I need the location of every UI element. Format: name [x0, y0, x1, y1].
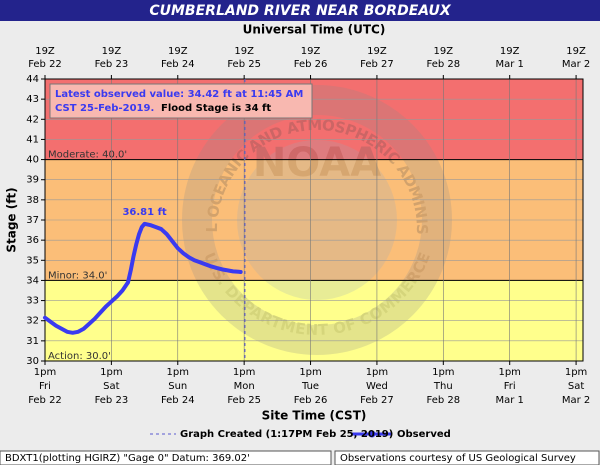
x-tick-label: Wed	[366, 381, 388, 392]
y-tick-label: 36	[26, 235, 39, 246]
threshold-label: Action: 30.0'	[48, 351, 111, 362]
x-tick-label: Feb 25	[227, 395, 261, 406]
watermark-logo: NOAA	[253, 140, 381, 186]
x2-tick-label: 19Z	[234, 46, 254, 57]
x-tick-label: 1pm	[498, 367, 520, 378]
x-tick-label: Feb 28	[427, 395, 461, 406]
x2-tick-label: Feb 24	[161, 59, 195, 70]
value-label: 36.81 ft	[122, 207, 166, 218]
footer-right: Observations courtesy of US Geological S…	[340, 453, 576, 464]
plot-frame	[44, 78, 584, 362]
x-tick-label: 1pm	[233, 367, 255, 378]
x2-tick-label: Feb 25	[227, 59, 261, 70]
x2-tick-label: 19Z	[301, 46, 321, 57]
x-tick-label: Feb 24	[161, 395, 195, 406]
series-line	[43, 221, 243, 335]
legend-label: Graph Created (1:17PM Feb 25, 2019)	[180, 429, 393, 440]
x-tick-label: Mar 1	[495, 395, 523, 406]
x2-tick-label: 19Z	[102, 46, 122, 57]
x-tick-label: 1pm	[167, 367, 189, 378]
title-bar	[0, 0, 600, 21]
x2-tick-label: Mar 2	[562, 59, 590, 70]
x-tick-label: Feb 26	[294, 395, 328, 406]
threshold-label: Moderate: 40.0'	[48, 150, 127, 161]
x-tick-label: 1pm	[299, 367, 321, 378]
x-tick-label: Thu	[433, 381, 453, 392]
x-tick-label: Feb 23	[95, 395, 129, 406]
x2-tick-label: 19Z	[35, 46, 55, 57]
x-tick-label: Mon	[234, 381, 255, 392]
x2-tick-label: 19Z	[367, 46, 387, 57]
y-tick-label: 34	[26, 275, 39, 286]
footer-right-box	[334, 450, 600, 465]
x-tick-label: Sat	[103, 381, 119, 392]
y-tick-label: 30	[26, 356, 39, 367]
x2-tick-label: Feb 26	[294, 59, 328, 70]
footer-left-box	[0, 450, 332, 465]
x-tick-label: 1pm	[34, 367, 56, 378]
x-tick-label: Feb 27	[360, 395, 394, 406]
legend-marker	[368, 430, 376, 438]
annotation-line: CST 25-Feb-2019.	[55, 103, 154, 114]
x2-tick-label: Feb 22	[28, 59, 62, 70]
annotation-line: Flood Stage is 34 ft	[161, 103, 271, 114]
x-tick-label: Feb 22	[28, 395, 62, 406]
x2-tick-label: Feb 28	[427, 59, 461, 70]
x-tick-label: Mar 2	[562, 395, 590, 406]
y-tick-label: 35	[26, 255, 39, 266]
y-tick-label: 33	[26, 296, 39, 307]
y-tick-label: 39	[26, 175, 39, 186]
annotation-box	[49, 83, 313, 119]
x2-tick-label: 19Z	[168, 46, 188, 57]
y-tick-label: 40	[26, 155, 39, 166]
y-tick-label: 38	[26, 195, 39, 206]
y-tick-label: 41	[26, 134, 39, 145]
x-tick-label: 1pm	[100, 367, 122, 378]
threshold-label: Minor: 34.0'	[48, 270, 107, 281]
y-tick-label: 31	[26, 336, 39, 347]
x-axis-title: Site Time (CST)	[262, 409, 367, 423]
x2-tick-label: 19Z	[566, 46, 586, 57]
y-tick-label: 44	[26, 74, 39, 85]
annotation-line: Latest observed value: 34.42 ft at 11:45…	[55, 89, 303, 100]
x-tick-label: Tue	[301, 381, 319, 392]
y-tick-label: 42	[26, 114, 39, 125]
x-tick-label: Fri	[504, 381, 516, 392]
x-tick-label: 1pm	[565, 367, 587, 378]
x2-tick-label: Feb 27	[360, 59, 394, 70]
x-tick-label: 1pm	[366, 367, 388, 378]
y-tick-label: 43	[26, 94, 39, 105]
chart-title: CUMBERLAND RIVER NEAR BORDEAUX	[149, 3, 451, 19]
y-tick-label: 32	[26, 316, 39, 327]
x2-axis-title: Universal Time (UTC)	[243, 23, 386, 37]
y-axis-title: Stage (ft)	[5, 187, 19, 252]
y-tick-label: 37	[26, 215, 39, 226]
x2-tick-label: 19Z	[500, 46, 520, 57]
x2-tick-label: 19Z	[434, 46, 454, 57]
x-tick-label: Sun	[168, 381, 187, 392]
legend-label: Observed	[397, 429, 451, 440]
x-tick-label: Fri	[39, 381, 51, 392]
x-tick-label: Sat	[568, 381, 584, 392]
x2-tick-label: Mar 1	[495, 59, 523, 70]
x2-tick-label: Feb 23	[95, 59, 129, 70]
x-tick-label: 1pm	[432, 367, 454, 378]
footer-left: BDXT1(plotting HGIRZ) "Gage 0" Datum: 36…	[5, 453, 250, 464]
